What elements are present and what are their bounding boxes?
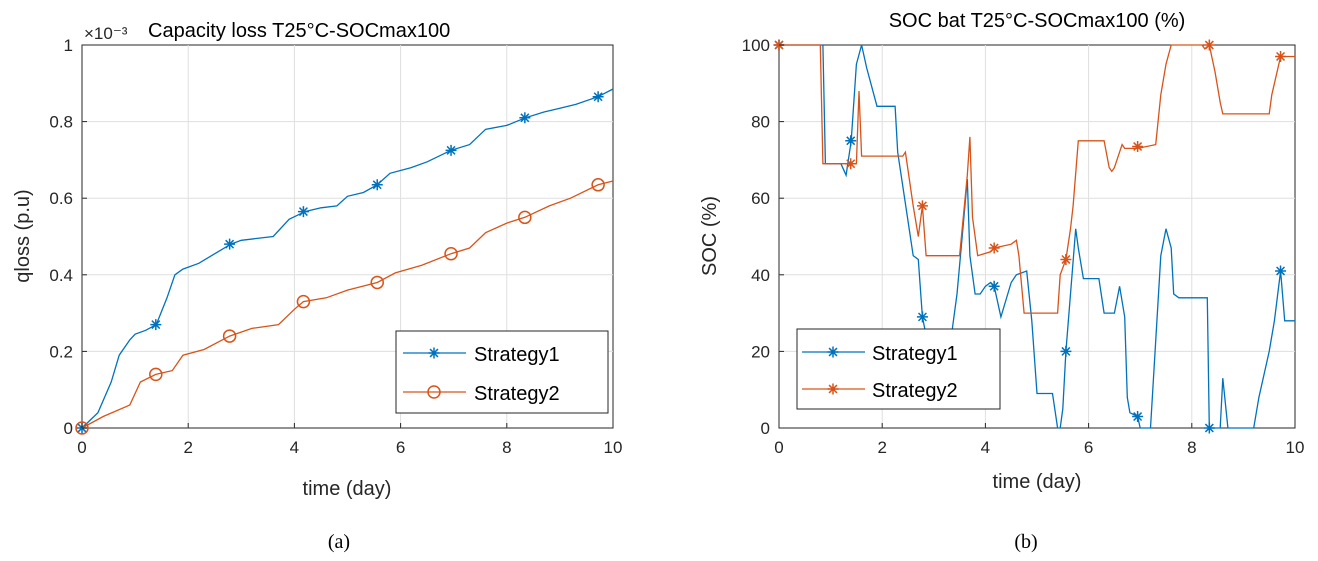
chart-title-a: Capacity loss T25°C-SOCmax100 — [148, 20, 450, 42]
legend-marker-strategy2-b — [827, 383, 839, 395]
data-marker-strategy1-a — [150, 319, 162, 331]
tick-label-y-a: 0.2 — [49, 342, 73, 361]
legend-marker-strategy2-a — [427, 385, 441, 399]
tick-label-x-b: 8 — [1187, 438, 1196, 457]
grid-a — [82, 45, 613, 428]
tick-label-y-a: 0.6 — [49, 189, 73, 208]
tick-label-y-b: 100 — [742, 36, 770, 55]
data-marker-strategy1-a — [297, 206, 309, 218]
tick-label-x-a: 4 — [290, 438, 299, 457]
tick-label-y-b: 0 — [761, 419, 770, 438]
legend-box-b — [796, 328, 1001, 410]
legend-a: Strategy1 Strategy2 — [395, 330, 609, 414]
data-marker-strategy2-b — [916, 200, 928, 212]
tick-label-x-a: 2 — [183, 438, 192, 457]
legend-marker-strategy1-b — [827, 346, 839, 358]
data-marker-strategy2-b — [988, 242, 1000, 254]
tick-label-x-b: 0 — [774, 438, 783, 457]
series-line-strategy2-b — [779, 43, 1295, 314]
data-marker-strategy2-b — [1203, 39, 1215, 51]
tick-label-y-b: 40 — [751, 266, 770, 285]
data-marker-strategy2-a — [296, 294, 311, 309]
y-axis-label-b: SOC (%) — [699, 196, 721, 276]
data-marker-strategy1-a — [371, 179, 383, 191]
data-marker-strategy2-b — [845, 158, 857, 170]
data-marker-strategy2-b — [1132, 140, 1144, 152]
tick-label-x-a: 10 — [604, 438, 623, 457]
ticks-a: 0 2 4 6 8 10 0 0.2 0.4 0.6 0.8 1 — [49, 36, 622, 457]
tick-label-y-b: 20 — [751, 342, 770, 361]
legend-marker-glyph-b — [827, 383, 839, 395]
tick-label-y-a: 0 — [64, 419, 73, 438]
data-marker-strategy1-b — [1132, 411, 1144, 423]
tick-label-y-a: 1 — [64, 36, 73, 55]
data-marker-strategy2-a — [591, 178, 605, 192]
data-marker-strategy1-b — [916, 311, 928, 323]
series-group-b — [773, 39, 1295, 434]
legend-label-strategy2-a: Strategy2 — [474, 383, 560, 405]
tick-label-x-b: 4 — [981, 438, 990, 457]
data-marker-strategy1-a — [592, 91, 604, 103]
legend-label-strategy2-b: Strategy2 — [872, 380, 958, 402]
panel-a: 0 2 4 6 8 10 0 0.2 0.4 0.6 0.8 1 ×10⁻³ Capacity los… — [12, 20, 622, 553]
y-axis-label-a: qloss (p.u) — [12, 189, 34, 282]
data-marker-strategy2-b — [1060, 253, 1072, 265]
legend-marker-glyph-a — [427, 385, 441, 399]
data-marker-strategy2-b — [1275, 50, 1287, 62]
x-axis-label-b: time (day) — [993, 471, 1082, 493]
exponent-label-a: ×10⁻³ — [84, 24, 128, 43]
data-marker-strategy1-a — [445, 144, 457, 156]
tick-label-x-a: 6 — [396, 438, 405, 457]
tick-label-x-a: 8 — [502, 438, 511, 457]
legend-box-a — [395, 330, 609, 414]
legend-marker-strategy1-a — [428, 347, 440, 359]
tick-label-y-a: 0.4 — [49, 266, 73, 285]
tick-label-y-a: 0.8 — [49, 113, 73, 132]
data-marker-strategy1-a — [519, 112, 531, 124]
series-line-strategy1-b — [779, 44, 1295, 429]
tick-label-x-b: 2 — [877, 438, 886, 457]
tick-label-x-a: 0 — [77, 438, 86, 457]
data-marker-strategy1-b — [1060, 345, 1072, 357]
data-marker-strategy1-b — [1203, 422, 1215, 434]
data-marker-strategy1-b — [845, 135, 857, 147]
tick-label-x-b: 10 — [1286, 438, 1305, 457]
legend-marker-glyph-b — [827, 346, 839, 358]
x-axis-label-a: time (day) — [303, 478, 392, 500]
data-marker-strategy2-a — [518, 210, 532, 225]
data-marker-strategy2-a — [75, 421, 89, 435]
legend-marker-glyph-a — [428, 347, 440, 359]
data-marker-strategy1-a — [224, 238, 236, 250]
tick-label-y-b: 80 — [751, 113, 770, 132]
chart-title-b: SOC bat T25°C-SOCmax100 (%) — [889, 10, 1186, 32]
legend-label-strategy1-a: Strategy1 — [474, 344, 560, 366]
tick-label-x-b: 6 — [1084, 438, 1093, 457]
data-marker-strategy2-a — [149, 367, 163, 382]
data-marker-strategy1-b — [1275, 265, 1287, 277]
data-marker-strategy2-a — [222, 329, 237, 343]
data-marker-strategy1-b — [988, 280, 1000, 292]
legend-b: Strategy1 Strategy2 — [796, 328, 1001, 410]
panel-label-b: (b) — [1014, 531, 1037, 553]
legend-label-strategy1-b: Strategy1 — [872, 343, 958, 365]
data-marker-strategy2-a — [444, 246, 458, 261]
data-marker-strategy2-a — [370, 275, 384, 290]
panel-label-a: (a) — [328, 531, 350, 553]
tick-label-y-b: 60 — [751, 189, 770, 208]
